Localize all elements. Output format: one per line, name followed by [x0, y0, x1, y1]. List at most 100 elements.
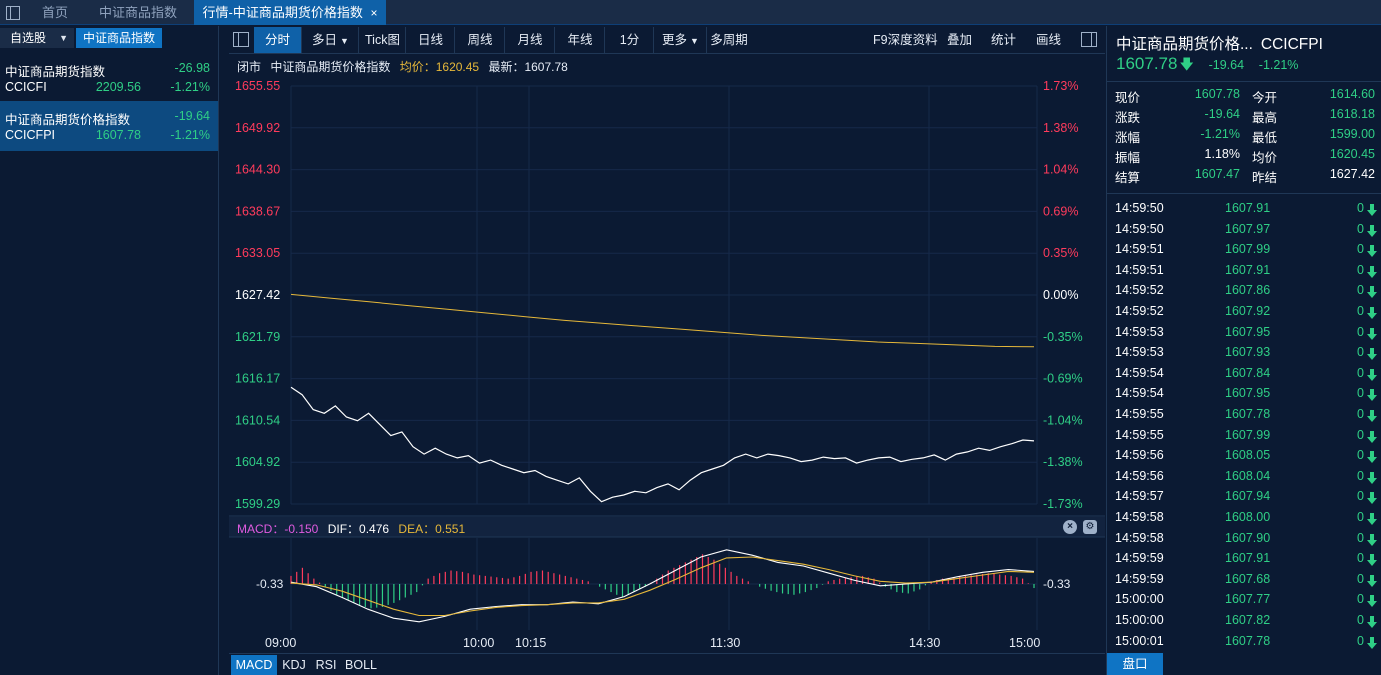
tab-ccic-list[interactable]: 中证商品指数: [76, 28, 162, 48]
left-panel: 自选股 ▼ 中证商品指数 中证商品期货指数 -26.98 CCICFI 2209…: [0, 26, 219, 675]
y-tick-label: 1638.67: [235, 204, 280, 218]
macd-controls: × ⚙: [1063, 519, 1099, 535]
x-ticks: 09:00 10:00 10:15 11:30 14:30 15:00: [265, 636, 1040, 650]
tick-price: 1607.97: [1225, 221, 1271, 236]
tick-volume: 0: [1357, 448, 1364, 463]
tick-volume: 0: [1357, 304, 1364, 318]
tick-price: 1607.82: [1225, 613, 1271, 627]
tick-volume: 0: [1357, 551, 1364, 566]
list-item[interactable]: 中证商品期货指数 -26.98 CCICFI 2209.56 -1.21%: [0, 53, 218, 103]
item-name: 中证商品期货指数: [5, 65, 106, 79]
price-change-pct: -1.21%: [1258, 58, 1299, 72]
down-arrow-icon: [1367, 224, 1377, 237]
tick-price: 1607.84: [1225, 365, 1271, 380]
tick-time: 14:59:55: [1115, 427, 1164, 442]
y-tick-label: 1649.92: [235, 121, 280, 135]
tab-quote-ccicfpi[interactable]: 行情-中证商品期货价格指数 ×: [194, 0, 386, 25]
panel-toggle-icon[interactable]: [0, 0, 25, 25]
period-year-button[interactable]: 年线: [556, 27, 605, 53]
x-tick-label: 10:15: [515, 636, 546, 650]
chart-canvas[interactable]: 1655.55 1649.92 1644.30 1638.67 1633.05 1627.…: [229, 55, 1105, 653]
period-month-button[interactable]: 月线: [506, 27, 555, 53]
tick-volume: 0: [1357, 530, 1364, 545]
tab-macd[interactable]: MACD: [231, 655, 277, 675]
tick-price: 1607.90: [1225, 530, 1271, 545]
down-arrow-icon: [1367, 286, 1377, 299]
chart-info-line: 闭市 中证商品期货价格指数 均价：1620.45 最新：1607.78: [237, 58, 568, 75]
tab-rsi[interactable]: RSI: [315, 658, 337, 672]
period-tick-button[interactable]: Tick图: [360, 27, 406, 53]
close-indicator-icon[interactable]: ×: [1063, 520, 1077, 534]
price-line: [290, 386, 1035, 503]
tick-row: 14:59:59 1607.68 0: [1107, 572, 1381, 593]
overlay-button[interactable]: 叠加: [947, 33, 973, 47]
macd-header-bg: [229, 517, 1105, 537]
tab-watchlist[interactable]: 自选股 ▼: [0, 28, 74, 48]
panel-left-icon[interactable]: [233, 32, 249, 47]
chart-grid: [229, 85, 1105, 630]
tick-row: 14:59:51 1607.91 0: [1107, 263, 1381, 284]
close-icon[interactable]: ×: [370, 6, 378, 20]
period-day-button[interactable]: 日线: [407, 27, 455, 53]
tick-price: 1607.94: [1225, 489, 1271, 504]
down-arrow-icon: [1367, 492, 1377, 505]
y-tick-pct-label: 0.00%: [1043, 288, 1078, 302]
quote-value: 1607.47: [1194, 167, 1240, 181]
item-price: 1607.78: [95, 128, 141, 142]
tab-kdj[interactable]: KDJ: [282, 658, 306, 672]
down-arrow-icon: [1367, 636, 1377, 649]
tick-time: 14:59:56: [1115, 448, 1164, 463]
down-arrow-icon: [1367, 471, 1377, 484]
tick-row: 14:59:53 1607.95 0: [1107, 325, 1381, 346]
tick-volume: 0: [1357, 242, 1364, 257]
panel-right-icon[interactable]: [1081, 32, 1097, 47]
item-price: 2209.56: [95, 80, 141, 94]
multi-period-button[interactable]: 多周期: [710, 33, 748, 47]
down-arrow-icon: [1367, 554, 1377, 567]
tick-price: 1607.91: [1225, 201, 1271, 215]
period-more-button[interactable]: 更多 ▼: [655, 27, 707, 53]
tab-pankou[interactable]: 盘口: [1107, 653, 1163, 675]
tick-time: 14:59:51: [1115, 262, 1164, 277]
list-item[interactable]: 中证商品期货价格指数 -19.64 CCICFPI 1607.78 -1.21%: [0, 101, 218, 151]
y-tick-label: 1621.79: [235, 330, 280, 344]
y-tick-pct-label: 0.69%: [1043, 204, 1078, 218]
tick-time: 15:00:00: [1115, 613, 1164, 627]
period-week-button[interactable]: 周线: [456, 27, 505, 53]
indicator-tabs: MACD KDJ RSI BOLL: [229, 653, 1105, 675]
multiday-label: 多日: [312, 33, 338, 47]
y-tick-label: 1633.05: [235, 246, 280, 260]
f9-profile-button[interactable]: F9深度资料: [873, 33, 938, 47]
tick-row: 14:59:55 1607.78 0: [1107, 407, 1381, 428]
tick-volume: 0: [1357, 468, 1364, 483]
tick-price: 1608.05: [1225, 448, 1271, 463]
period-1min-button[interactable]: 1分: [606, 27, 654, 53]
quote-value: 1599.00: [1329, 127, 1375, 141]
period-intraday-button[interactable]: 分时: [254, 27, 302, 53]
caret-down-icon[interactable]: ▼: [59, 33, 68, 43]
item-change: -19.64: [174, 109, 210, 123]
statistics-button[interactable]: 统计: [991, 33, 1017, 47]
down-arrow-icon: [1367, 410, 1377, 422]
y-ticks-right: 1.73% 1.38% 1.04% 0.69% 0.35% 0.00% -0.35% -0.6…: [1043, 79, 1083, 511]
tick-price: 1607.86: [1225, 283, 1271, 298]
intraday-chart[interactable]: 1655.55 1649.92 1644.30 1638.67 1633.05 1627.…: [229, 55, 1105, 653]
y-tick-pct-label: 1.38%: [1043, 121, 1078, 135]
tab-home[interactable]: 首页: [41, 5, 68, 20]
drawing-button[interactable]: 画线: [1036, 33, 1062, 47]
tab-ccic-index[interactable]: 中证商品指数: [98, 5, 177, 20]
tick-volume: 0: [1357, 386, 1364, 401]
down-arrow-icon: [1367, 368, 1377, 381]
down-arrow-icon: [1367, 307, 1377, 319]
item-pct: -1.21%: [170, 128, 210, 142]
down-arrow-icon: [1367, 574, 1377, 587]
tick-row: 14:59:53 1607.93 0: [1107, 345, 1381, 366]
tick-time: 14:59:58: [1115, 530, 1164, 545]
tick-price: 1607.93: [1225, 345, 1271, 360]
latest-price-label: 最新：1607.78: [488, 60, 568, 74]
tick-volume: 0: [1357, 489, 1364, 504]
settings-gear-icon[interactable]: ⚙: [1083, 520, 1097, 534]
tick-volume: 0: [1357, 427, 1364, 442]
period-multiday-button[interactable]: 多日 ▼: [303, 27, 359, 53]
tab-boll[interactable]: BOLL: [345, 658, 377, 672]
